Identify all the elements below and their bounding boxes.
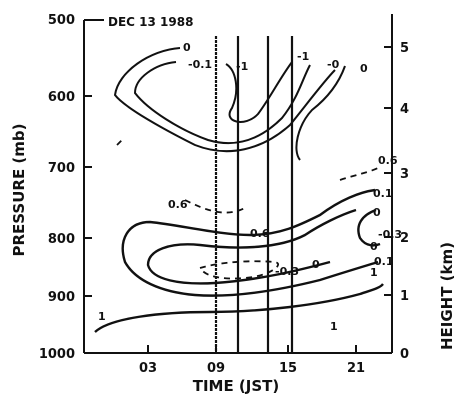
y2-tick-4: 4 — [400, 102, 409, 117]
contour-label: -0.3 — [275, 265, 299, 278]
lower-contours — [94, 188, 384, 333]
contour-line-0-inner — [295, 65, 346, 161]
contour-label: 0.1 — [373, 187, 393, 200]
y-tick-700: 700 — [48, 161, 75, 176]
y2-tick-3: 3 — [400, 167, 409, 182]
contour-label: 0.6 — [378, 154, 398, 167]
y-tick-500: 500 — [48, 13, 75, 28]
contour-label: 0 — [360, 62, 368, 75]
x-ticks — [147, 345, 357, 353]
contour-line-0-lower — [146, 208, 357, 285]
contour-label: 0 — [370, 240, 378, 253]
x-axis-title: TIME (JST) — [193, 377, 280, 395]
mid-dashed-contours — [116, 139, 379, 280]
contour-label: -1 — [297, 50, 309, 63]
contour-label: 0 — [183, 41, 191, 54]
y2-axis-title: HEIGHT (km) — [438, 242, 456, 350]
contour-label: -0.3 — [378, 228, 402, 241]
y2-tick-0: 0 — [400, 347, 409, 362]
contour-label: 0 — [373, 206, 381, 219]
contour-label: 1 — [98, 310, 106, 323]
contour-line-minus03-dashed — [199, 260, 279, 280]
contour-line-06-small — [116, 139, 123, 146]
contour-line-03-lower — [357, 208, 381, 247]
contour-line-1-lower — [94, 283, 384, 333]
x-tick-09: 09 — [207, 361, 225, 376]
x-tick-15: 15 — [279, 361, 297, 376]
x-tick-21: 21 — [347, 361, 365, 376]
observation-lines — [214, 36, 294, 353]
y-ticks-right — [384, 46, 392, 296]
contour-label: 0.6 — [250, 227, 270, 240]
contour-line-0-outer — [113, 47, 336, 153]
x-tick-03: 03 — [139, 361, 157, 376]
y-tick-900: 900 — [48, 290, 75, 305]
y2-tick-2: 2 — [400, 231, 409, 246]
contour-line-06-b — [339, 167, 379, 181]
contour-label: -0 — [327, 58, 340, 71]
contour-label: -1 — [236, 60, 248, 73]
contour-label: 0.1 — [374, 255, 394, 268]
contour-label: -0.1 — [188, 58, 212, 71]
contour-label: 0 — [312, 258, 320, 271]
contour-line-minus1 — [225, 61, 293, 123]
y2-tick-5: 5 — [400, 41, 409, 56]
y2-tick-1: 1 — [400, 289, 409, 304]
contour-line-01-lower — [121, 188, 379, 297]
y-tick-1000: 1000 — [39, 347, 75, 362]
y-ticks-left — [84, 95, 92, 297]
contour-line-06-a — [184, 199, 246, 214]
contour-line-minus01 — [133, 61, 311, 144]
contour-label: 1 — [330, 320, 338, 333]
date-annotation: DEC 13 1988 — [108, 15, 193, 29]
upper-contours — [113, 47, 346, 161]
contour-label: 1 — [370, 266, 378, 279]
contour-label: 0.6 — [168, 198, 188, 211]
y-axis-title: PRESSURE (mb) — [10, 123, 28, 256]
y-tick-800: 800 — [48, 232, 75, 247]
y-tick-600: 600 — [48, 90, 75, 105]
